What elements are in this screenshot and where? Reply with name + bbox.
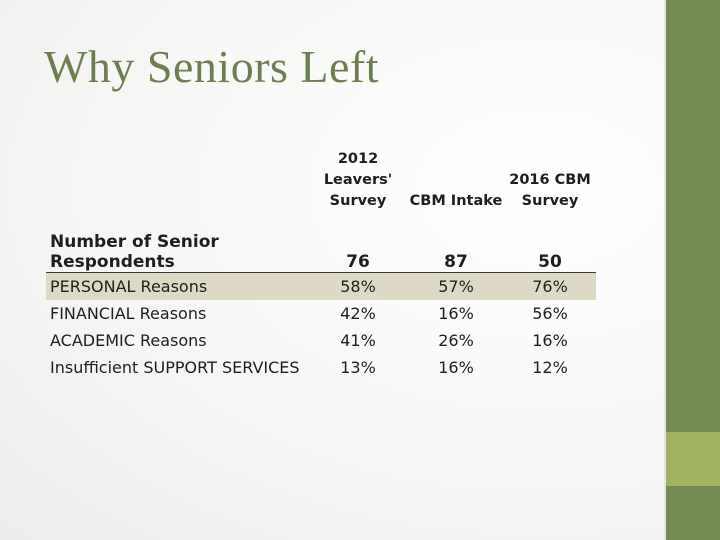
cell-value: 16% (438, 358, 474, 377)
slide-title: Why Seniors Left (44, 41, 380, 92)
row-label: ACADEMIC Reasons (50, 331, 207, 350)
cell-value: 41% (340, 331, 376, 350)
cell-value: 57% (408, 272, 504, 300)
row-label: FINANCIAL Reasons (50, 304, 207, 323)
reasons-table: 2012 Leavers' Survey CBM Intake 2016 CBM… (46, 146, 596, 381)
respondents-label: Number of Senior Respondents (46, 214, 308, 273)
header-cbm-intake: CBM Intake (409, 193, 503, 209)
cell-value: 58% (308, 272, 408, 300)
sidebar-divider (664, 0, 666, 540)
respondents-row: Number of Senior Respondents 76 87 50 (46, 214, 596, 273)
table-header-row: 2012 Leavers' Survey CBM Intake 2016 CBM… (46, 146, 596, 214)
table-row: Insufficient SUPPORT SERVICES 13% 16% 12… (46, 354, 596, 381)
cell-value: 16% (532, 331, 568, 350)
table-row: PERSONAL Reasons 58% 57% 76% (46, 272, 596, 300)
cell-value: 26% (438, 331, 474, 350)
cell-value: 76% (504, 272, 596, 300)
header-blank (46, 146, 308, 214)
cell-value: 13% (340, 358, 376, 377)
respondents-value: 76 (308, 214, 408, 273)
cell-value: 12% (532, 358, 568, 377)
respondents-value: 87 (408, 214, 504, 273)
table-row: FINANCIAL Reasons 42% 16% 56% (46, 300, 596, 327)
header-2012-leavers-survey: 2012 Leavers' Survey (323, 151, 393, 209)
row-label: Insufficient SUPPORT SERVICES (50, 358, 300, 377)
row-label: PERSONAL Reasons (46, 272, 308, 300)
cell-value: 42% (340, 304, 376, 323)
cell-value: 56% (532, 304, 568, 323)
decorative-sidebar-accent (666, 432, 720, 486)
respondents-value: 50 (504, 214, 596, 273)
cell-value: 16% (438, 304, 474, 323)
table-row: ACADEMIC Reasons 41% 26% 16% (46, 327, 596, 354)
header-2016-cbm-survey: 2016 CBM Survey (509, 172, 591, 209)
